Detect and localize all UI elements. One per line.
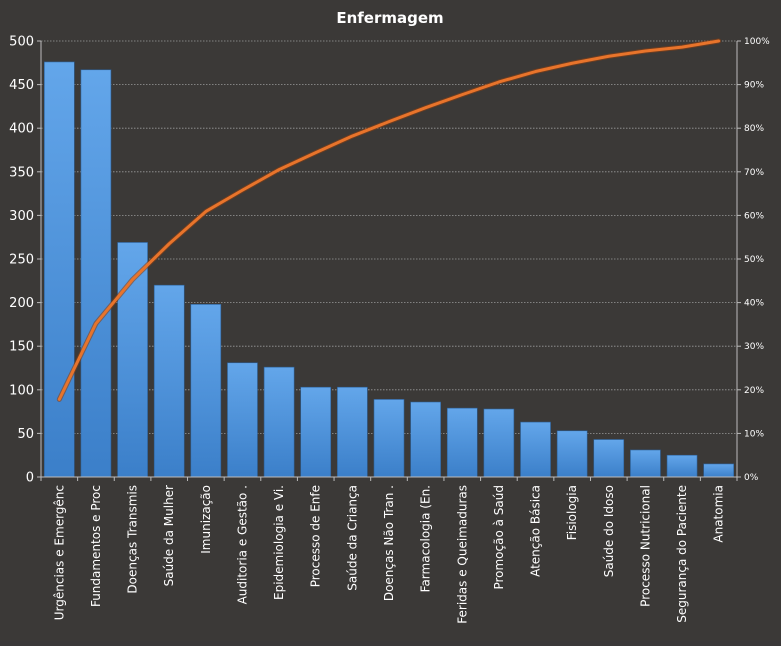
- y-tick-label: 450: [9, 78, 34, 93]
- grid-lines: [41, 40, 737, 434]
- x-tick-label: Saúde da Criança: [345, 485, 359, 591]
- y-tick-label: 300: [9, 209, 34, 224]
- bar: [190, 304, 222, 478]
- y-tick-label: 250: [9, 253, 34, 268]
- y2-axis-ticks: 0% 10% 20% 30% 40% 50% 60% 70% 80% 90% 100%: [737, 37, 770, 483]
- x-tick-label: Feridas e Queimaduras: [455, 485, 469, 624]
- bar: [593, 439, 625, 478]
- y-tick-label: 400: [9, 122, 34, 137]
- bar: [556, 430, 588, 478]
- x-tick-label: Doenças Não Tran .: [382, 485, 396, 601]
- y-tick-label: 50: [17, 427, 34, 442]
- x-tick-label: Processo de Enfe: [309, 485, 323, 587]
- cumulative-line-series: [56, 38, 722, 402]
- x-tick-label: Anatomia: [712, 485, 726, 543]
- x-tick-label: Fisiologia: [565, 485, 579, 540]
- y-tick-label: 150: [9, 340, 34, 355]
- bar: [703, 463, 735, 478]
- y2-tick-label: 30%: [744, 342, 764, 352]
- bar: [410, 401, 441, 478]
- y-tick-label: 100: [9, 383, 34, 398]
- x-tick-label: Epidemiologia e Vi.: [272, 485, 286, 600]
- y2-tick-label: 80%: [744, 124, 764, 134]
- x-tick-label: Auditoria e Gestão .: [235, 485, 249, 604]
- x-tick-label: Processo Nutricional: [638, 485, 652, 607]
- y2-tick-label: 60%: [744, 211, 764, 221]
- x-tick-label: Doenças Transmis: [126, 485, 140, 594]
- bar: [43, 61, 75, 478]
- y-tick-label: 0: [26, 471, 34, 486]
- y2-tick-label: 40%: [744, 299, 764, 309]
- x-tick-label: Atenção Básica: [529, 485, 543, 577]
- bar: [300, 386, 332, 478]
- bar: [153, 284, 185, 478]
- x-tick-label: Segurança do Paciente: [675, 485, 689, 623]
- y2-tick-label: 0%: [744, 473, 759, 483]
- x-tick-label: Saúde da Mulher: [162, 485, 176, 586]
- bar: [227, 362, 258, 478]
- bar: [263, 366, 295, 478]
- y2-tick-label: 70%: [744, 168, 764, 178]
- y-tick-label: 200: [9, 296, 34, 311]
- chart-title: Enfermagem: [336, 9, 443, 27]
- bar: [373, 399, 405, 478]
- bar: [337, 386, 368, 478]
- x-tick-label: Fundamentos e Proc: [89, 485, 103, 607]
- bar: [483, 408, 515, 478]
- bar-series: [43, 61, 735, 478]
- y-tick-label: 500: [9, 35, 34, 50]
- bar: [630, 449, 661, 478]
- cumulative-line: [57, 39, 721, 401]
- x-tick-label: Promoção à Saúd: [492, 485, 506, 590]
- y-tick-label: 350: [9, 165, 34, 180]
- x-tick-label: Farmacologia (En.: [419, 485, 433, 592]
- bar: [446, 407, 478, 478]
- x-tick-label: Saúde do Idoso: [602, 485, 616, 577]
- y2-tick-label: 20%: [744, 386, 764, 396]
- x-tick-label: Urgências e Emergênc: [52, 485, 66, 620]
- bar: [520, 421, 551, 478]
- x-axis-ticks: Urgências e Emergênc Fundamentos e Proc Do…: [40, 477, 738, 624]
- y-axis-ticks: 0 50 100 150 200 250 300 350 400 450 500: [9, 35, 41, 486]
- bar: [80, 69, 112, 478]
- y2-tick-label: 90%: [744, 81, 764, 91]
- x-tick-label: Imunização: [199, 485, 213, 554]
- bar: [666, 454, 698, 478]
- y2-tick-label: 100%: [744, 37, 770, 47]
- y2-tick-label: 50%: [744, 255, 764, 265]
- y2-tick-label: 10%: [744, 429, 764, 439]
